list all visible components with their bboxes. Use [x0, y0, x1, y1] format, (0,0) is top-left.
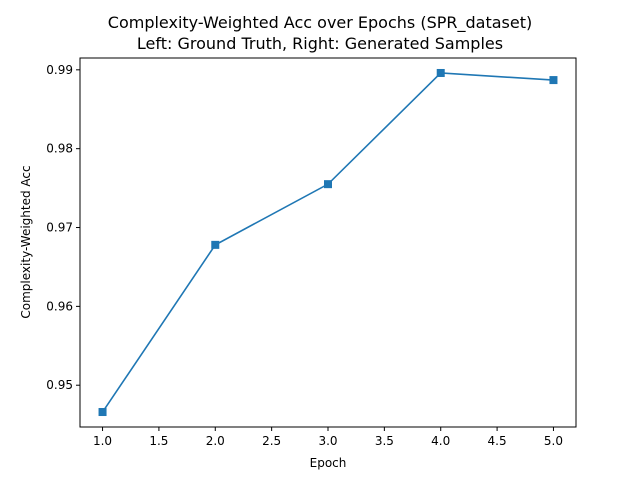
series-line: [101, 72, 554, 413]
y-tick-label: 0.98: [46, 142, 73, 156]
plot-area-frame: [79, 57, 577, 428]
y-tick-label: 0.97: [46, 221, 73, 235]
chart-subtitle: Left: Ground Truth, Right: Generated Sam…: [137, 34, 503, 53]
x-tick-label: 4.0: [431, 434, 450, 448]
y-tick-label: 0.96: [46, 299, 73, 313]
x-tick-label: 1.0: [93, 434, 112, 448]
y-axis: 0.95 0.96 0.97 0.98 0.99: [46, 63, 80, 392]
x-tick-label: 3.5: [375, 434, 394, 448]
series-layer: [98, 68, 558, 417]
chart-title: Complexity-Weighted Acc over Epochs (SPR…: [108, 13, 532, 33]
x-tick-label: 2.5: [262, 434, 281, 448]
x-tick-label: 2.0: [206, 434, 225, 448]
data-point-marker: [98, 408, 107, 417]
data-point-marker: [324, 180, 332, 189]
x-tick-label: 1.5: [149, 434, 168, 448]
x-axis-label: Epoch: [310, 456, 347, 470]
data-point-marker: [211, 240, 220, 249]
data-point-marker: [436, 68, 445, 77]
y-axis-label: Complexity-Weighted Acc: [19, 165, 33, 318]
x-tick-label: 4.5: [488, 434, 507, 448]
x-tick-label: 3.0: [318, 434, 337, 448]
y-tick-label: 0.95: [46, 378, 73, 392]
x-axis: 1.0 1.5 2.0 2.5 3.0 3.5 4.0 4.5 5.0: [93, 427, 563, 448]
data-point-marker: [549, 76, 558, 85]
x-tick-label: 5.0: [544, 434, 563, 448]
y-tick-label: 0.99: [46, 63, 73, 77]
